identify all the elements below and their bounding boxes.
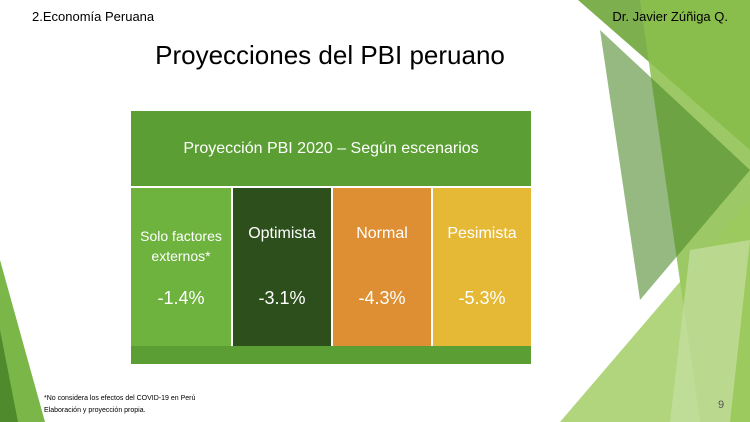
scenario-value: -3.1% <box>258 288 306 308</box>
scenario-value: -4.3% <box>358 288 406 308</box>
scenario-cell: Normal -4.3% <box>333 188 431 346</box>
scenario-name: Solo factores externos* <box>140 228 222 264</box>
scenario-name: Normal <box>356 225 408 242</box>
page-number: 9 <box>718 399 725 411</box>
table-title: Proyección PBI 2020 – Según escenarios <box>131 111 531 186</box>
section-label: 2.Economía Peruana <box>32 9 155 24</box>
footnote: Elaboración y proyección propia. <box>44 407 146 414</box>
scenario-value: -1.4% <box>157 288 205 308</box>
table-footer-band <box>131 346 531 364</box>
scenario-value: -5.3% <box>458 288 506 308</box>
scenario-name: Pesimista <box>447 225 517 242</box>
author-label: Dr. Javier Zúñiga Q. <box>612 9 728 24</box>
footnotes: *No considera los efectos del COVID-19 e… <box>44 393 195 417</box>
scenario-name: Optimista <box>248 225 316 242</box>
scenario-cell: Solo factores externos* -1.4% <box>131 188 231 346</box>
slide-title: Proyecciones del PBI peruano <box>155 40 505 70</box>
scenario-cell: Pesimista -5.3% <box>433 188 531 346</box>
scenario-cell: Optimista -3.1% <box>233 188 331 346</box>
footnote: *No considera los efectos del COVID-19 e… <box>44 395 196 402</box>
scenario-table: Proyección PBI 2020 – Según escenarios S… <box>131 111 531 364</box>
